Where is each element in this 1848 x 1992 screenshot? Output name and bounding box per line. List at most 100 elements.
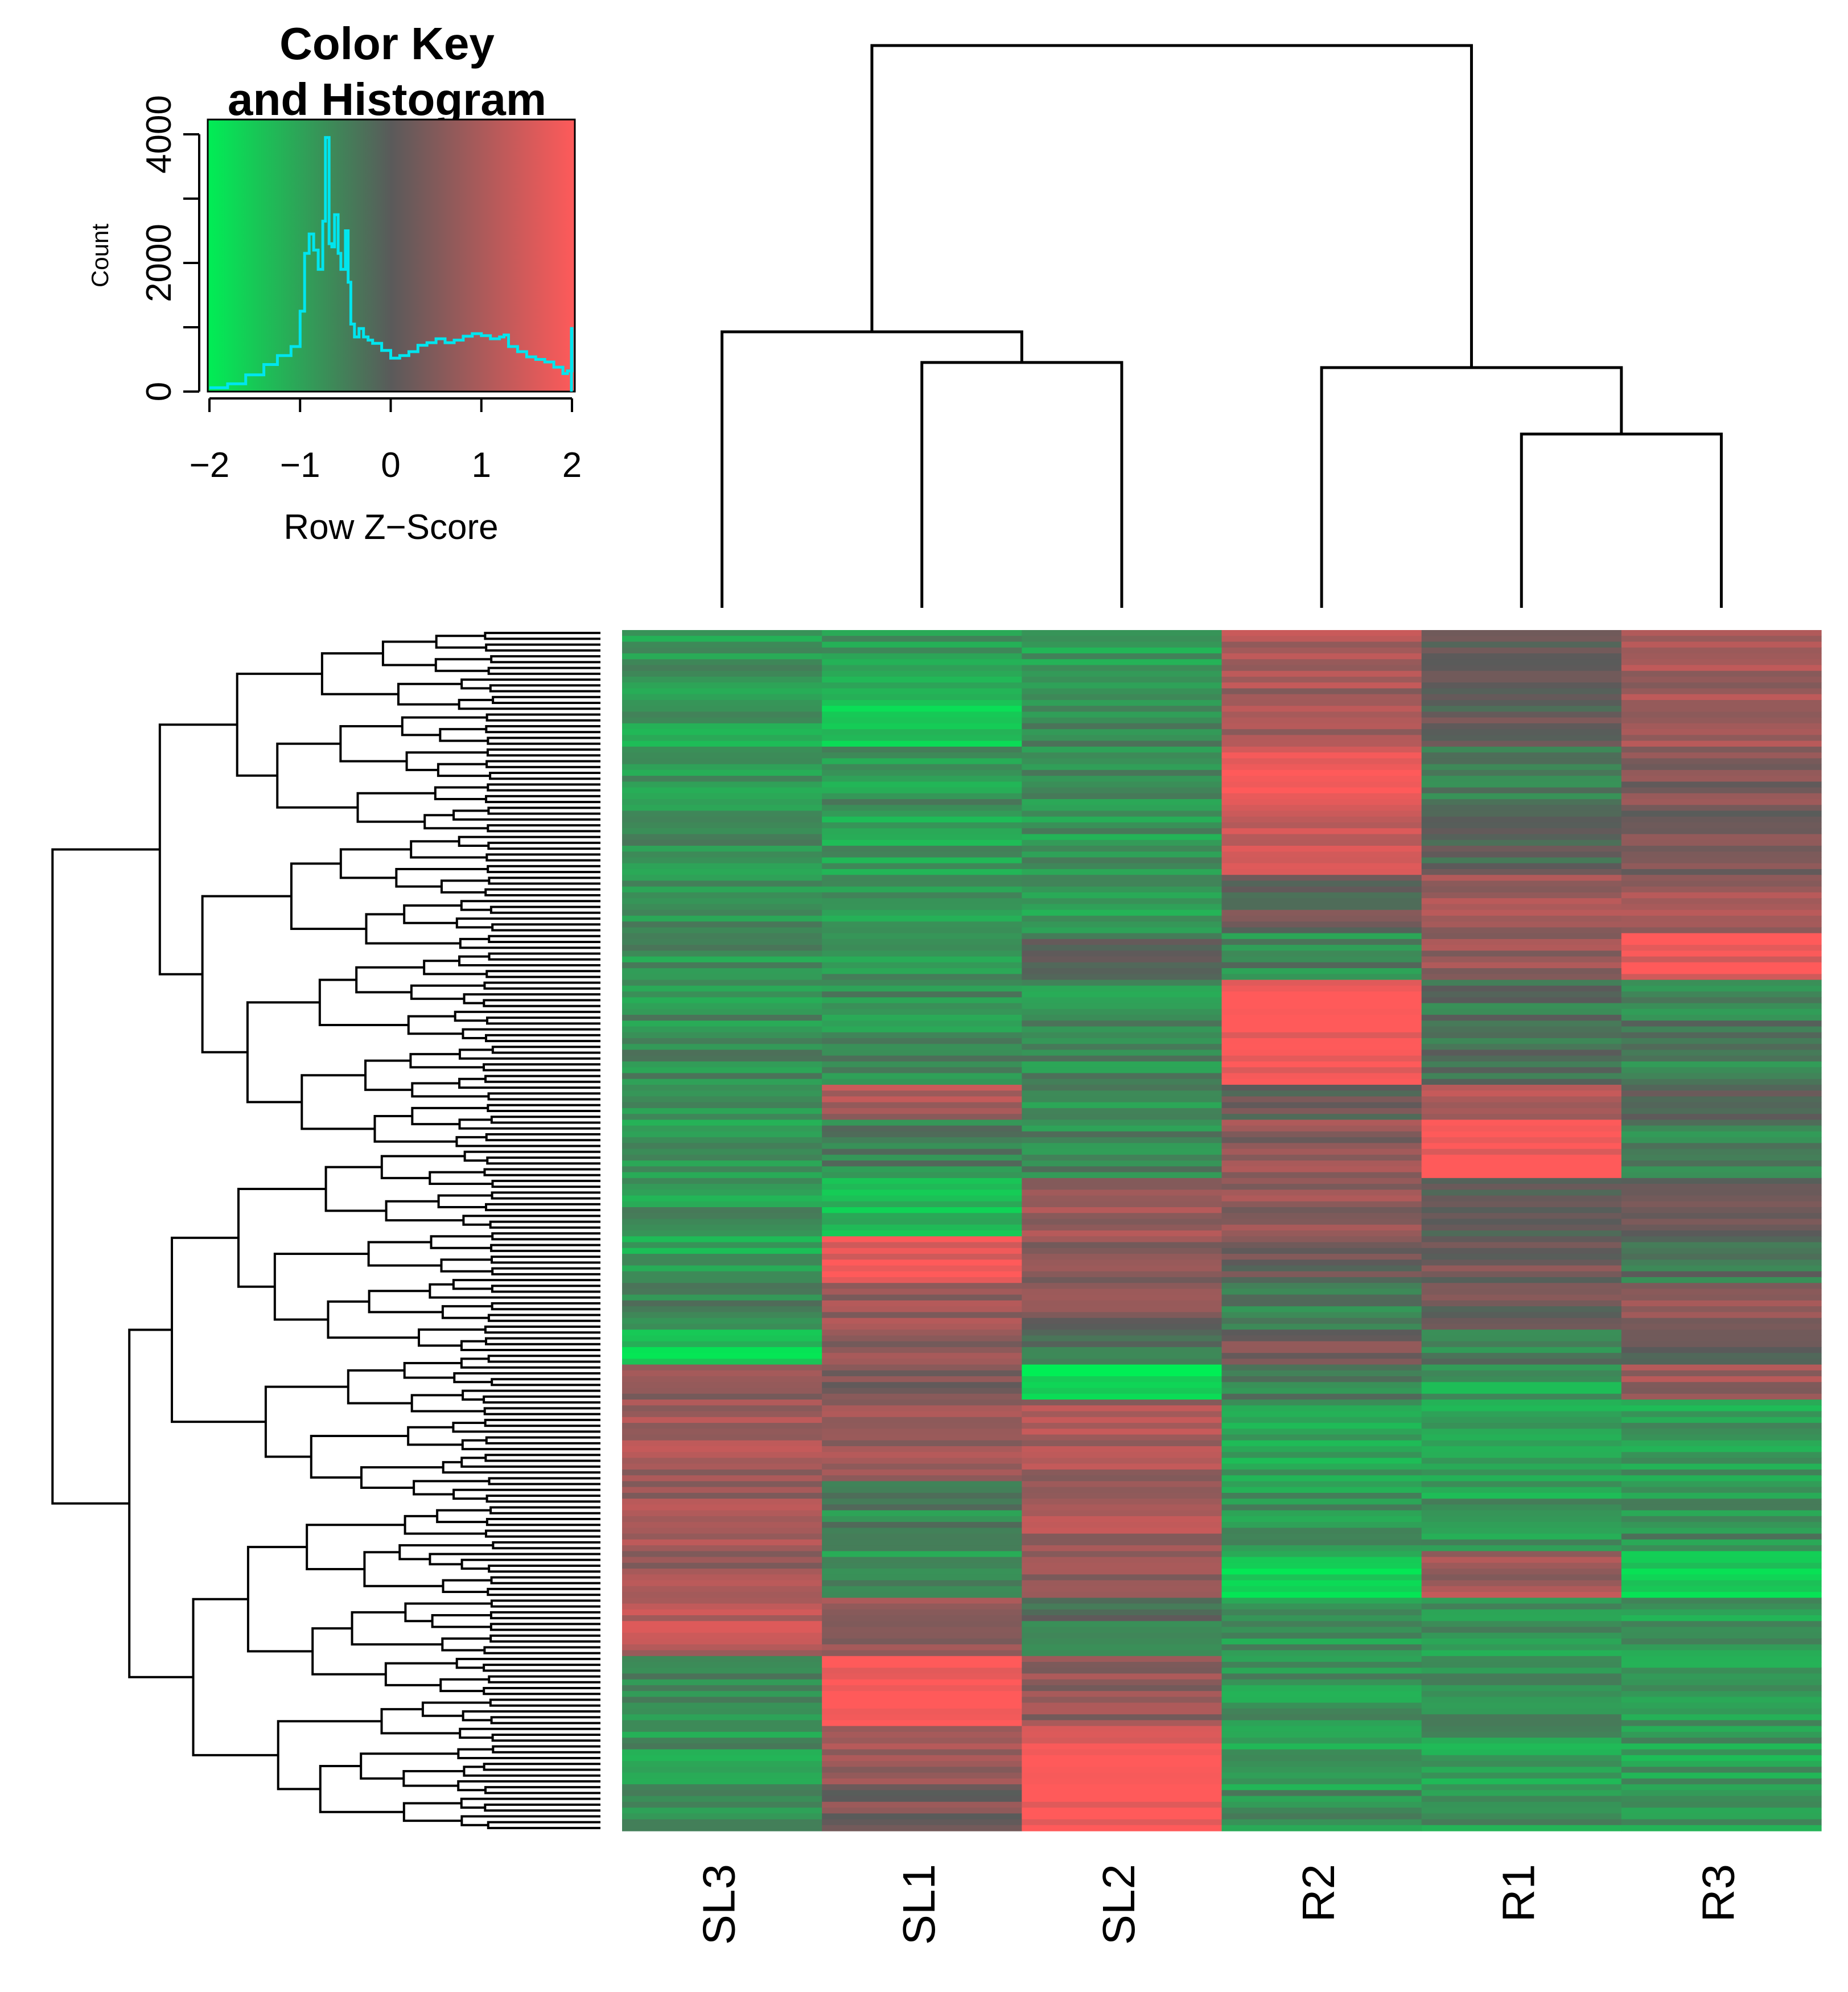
- heatmap-cell: [1022, 909, 1223, 916]
- heatmap-cell: [1621, 1522, 1822, 1528]
- heatmap-cell: [822, 1020, 1022, 1027]
- heatmap-cell: [822, 1230, 1022, 1237]
- heatmap-cell: [822, 1615, 1022, 1621]
- row-dendrogram-branch: [320, 652, 398, 695]
- heatmap-cell: [622, 863, 822, 870]
- heatmap-cell: [1621, 1796, 1822, 1802]
- heatmap-cell: [1221, 1044, 1422, 1051]
- heatmap-cell: [1421, 1475, 1622, 1482]
- heatmap-cell: [822, 1475, 1022, 1482]
- heatmap-cell: [822, 1644, 1022, 1651]
- heatmap-cell: [1221, 1190, 1422, 1196]
- heatmap-cell: [622, 1230, 822, 1237]
- row-dendrogram-branch: [347, 1369, 412, 1405]
- row-dendrogram-branch: [351, 1611, 443, 1646]
- heatmap-cell: [1022, 816, 1223, 823]
- heatmap-cell: [1022, 1627, 1223, 1633]
- heatmap-cell: [1621, 1650, 1822, 1657]
- heatmap-cell: [1421, 1079, 1622, 1085]
- heatmap-cell: [1221, 1090, 1422, 1097]
- heatmap-cell: [1421, 653, 1622, 660]
- heatmap-cell: [822, 1650, 1022, 1657]
- heatmap-cell: [1022, 1312, 1223, 1319]
- heatmap-cell: [1022, 997, 1223, 1004]
- heatmap-cell: [822, 740, 1022, 747]
- row-dendrogram-branch: [360, 1752, 459, 1780]
- heatmap-cell: [822, 921, 1022, 928]
- heatmap-cell: [1421, 1586, 1622, 1592]
- heatmap-cell: [1022, 746, 1223, 753]
- heatmap-cell: [622, 1603, 822, 1610]
- heatmap-cell: [1421, 1650, 1622, 1657]
- heatmap-cell: [1421, 909, 1622, 916]
- color-key-xtick-label: 0: [381, 446, 400, 485]
- heatmap-cell: [822, 699, 1022, 706]
- heatmap-cell: [1621, 1609, 1822, 1616]
- heatmap-cell: [622, 1300, 822, 1307]
- row-dendrogram-branch: [236, 672, 322, 777]
- row-dendrogram-branch: [488, 876, 600, 885]
- heatmap-cell: [822, 950, 1022, 957]
- heatmap-cell: [1621, 1458, 1822, 1464]
- heatmap-cell: [622, 1137, 822, 1143]
- heatmap-cell: [1221, 1242, 1422, 1249]
- heatmap-cell: [1421, 962, 1622, 969]
- heatmap-cell: [1421, 1312, 1622, 1319]
- heatmap-cell: [622, 1510, 822, 1517]
- heatmap-cell: [1421, 1341, 1622, 1348]
- heatmap-cell: [622, 1411, 822, 1418]
- heatmap-cell: [1621, 1131, 1822, 1138]
- heatmap-cell: [1221, 653, 1422, 660]
- heatmap-cell: [1221, 1393, 1422, 1400]
- heatmap-cell: [1221, 735, 1422, 742]
- heatmap-cell: [1621, 1172, 1822, 1179]
- row-dendrogram-branch: [491, 1267, 600, 1275]
- heatmap-cell: [822, 1784, 1022, 1791]
- row-dendrogram-branch: [487, 1104, 600, 1113]
- heatmap-cell: [1022, 1166, 1223, 1173]
- row-dendrogram-branch: [485, 643, 600, 652]
- heatmap-cell: [1421, 933, 1622, 940]
- row-dendrogram-branch: [487, 824, 600, 833]
- heatmap-cell: [1621, 1335, 1822, 1342]
- heatmap-cell: [822, 723, 1022, 730]
- heatmap-cell: [1221, 1149, 1422, 1155]
- heatmap-cell: [822, 1533, 1022, 1540]
- heatmap-cell: [622, 1009, 822, 1015]
- heatmap-cell: [1221, 1067, 1422, 1074]
- heatmap-cell: [1022, 1038, 1223, 1044]
- heatmap-cell: [622, 1790, 822, 1797]
- heatmap-cell: [1421, 1143, 1622, 1150]
- row-dendrogram-branch: [460, 900, 600, 911]
- heatmap-cell: [1621, 1411, 1822, 1418]
- row-dendrogram-branch: [491, 923, 600, 932]
- heatmap-cell: [1221, 1230, 1422, 1237]
- heatmap-cell: [1022, 962, 1223, 969]
- heatmap-cell: [622, 1545, 822, 1551]
- heatmap-cell: [1421, 1784, 1622, 1791]
- heatmap-cell: [1022, 1090, 1223, 1097]
- heatmap-cell: [822, 1323, 1022, 1330]
- heatmap-cell: [1421, 1644, 1622, 1651]
- heatmap-cell: [622, 1825, 822, 1832]
- heatmap-cell: [1022, 1172, 1223, 1179]
- heatmap-cell: [822, 1720, 1022, 1727]
- heatmap-cell: [1221, 950, 1422, 957]
- heatmap-cell: [1221, 1539, 1422, 1546]
- heatmap-cell: [1022, 764, 1223, 771]
- heatmap-cell: [1621, 1393, 1822, 1400]
- heatmap-cell: [822, 822, 1022, 829]
- row-dendrogram-branch: [385, 1200, 464, 1222]
- row-dendrogram-branch: [355, 966, 425, 994]
- row-dendrogram-branch: [360, 1466, 443, 1489]
- heatmap-cell: [1022, 1691, 1223, 1698]
- heatmap-cell: [1221, 1131, 1422, 1138]
- row-dendrogram-branch: [411, 1082, 489, 1098]
- row-dendrogram-branch: [410, 984, 485, 1000]
- heatmap-cell: [822, 904, 1022, 911]
- heatmap-cell: [1221, 1166, 1422, 1173]
- row-dendrogram-branch: [402, 1802, 462, 1822]
- row-dendrogram-branch: [483, 1687, 600, 1695]
- heatmap-cell: [822, 828, 1022, 835]
- heatmap-cell: [1621, 810, 1822, 817]
